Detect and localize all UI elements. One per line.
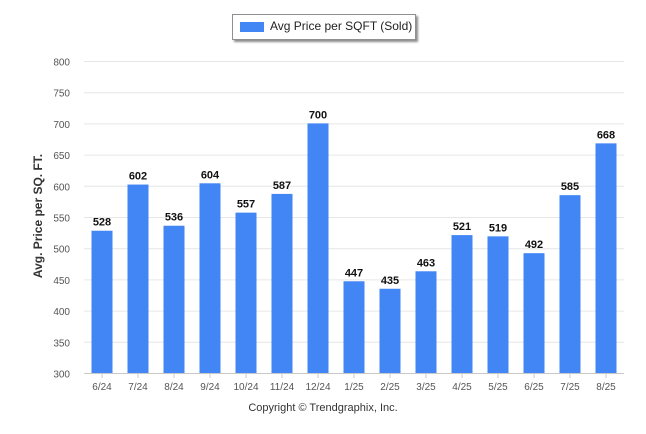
- chart-legend: Avg Price per SQFT (Sold): [232, 14, 416, 40]
- x-tick-label: 8/25: [596, 382, 616, 393]
- bar: [415, 271, 437, 373]
- bar: [595, 143, 617, 373]
- bar: [523, 253, 545, 373]
- bar-value-label: 557: [237, 199, 255, 211]
- bar-value-label: 536: [165, 212, 183, 224]
- bar: [127, 184, 149, 373]
- y-tick-label: 600: [53, 182, 70, 193]
- y-tick-label: 450: [53, 276, 70, 287]
- bar-value-label: 492: [525, 239, 543, 251]
- bar: [451, 235, 473, 373]
- x-tick-label: 9/24: [200, 382, 220, 393]
- y-tick-label: 750: [53, 89, 70, 100]
- x-tick-label: 4/25: [452, 382, 472, 393]
- x-tick-label: 11/24: [270, 382, 295, 393]
- bar-value-label: 585: [561, 181, 579, 193]
- bar-value-label: 587: [273, 180, 291, 192]
- y-tick-label: 800: [53, 58, 70, 69]
- x-tick-label: 2/25: [380, 382, 400, 393]
- bar: [163, 225, 185, 373]
- x-tick-label: 6/24: [92, 382, 112, 393]
- y-tick-label: 300: [53, 370, 70, 381]
- bar-value-label: 447: [345, 267, 363, 279]
- copyright-footer: Copyright © Trendgraphix, Inc.: [248, 402, 398, 414]
- y-tick-label: 700: [53, 120, 70, 131]
- bar: [487, 236, 509, 373]
- legend-label: Avg Price per SQFT (Sold): [270, 19, 413, 33]
- bar-value-label: 519: [489, 222, 507, 234]
- x-tick-label: 7/25: [560, 382, 580, 393]
- bar: [379, 288, 401, 373]
- bar-value-label: 463: [417, 257, 435, 269]
- y-axis-label: Avg. Price per SQ. FT.: [31, 153, 45, 279]
- x-tick-label: 5/25: [488, 382, 508, 393]
- x-tick-label: 3/25: [416, 382, 436, 393]
- x-tick-label: 12/24: [305, 382, 330, 393]
- bar: [343, 281, 365, 373]
- x-tick-label: 10/24: [233, 382, 258, 393]
- y-tick-label: 550: [53, 214, 70, 225]
- bar-value-label: 521: [453, 221, 471, 233]
- bar: [199, 183, 221, 373]
- x-tick-label: 6/25: [524, 382, 544, 393]
- y-tick-label: 400: [53, 307, 70, 318]
- bar: [307, 123, 329, 374]
- bar-value-label: 528: [93, 217, 111, 229]
- bar: [235, 212, 257, 373]
- bar: [91, 230, 113, 373]
- bar-value-label: 700: [309, 109, 327, 121]
- bar: [559, 195, 581, 373]
- bar-value-label: 435: [381, 275, 399, 287]
- y-tick-label: 350: [53, 338, 70, 349]
- bar-value-label: 668: [597, 129, 615, 141]
- x-tick-label: 8/24: [164, 382, 184, 393]
- bar-value-label: 602: [129, 171, 147, 183]
- legend-swatch: [240, 22, 264, 32]
- bar-value-label: 604: [201, 169, 220, 181]
- x-tick-label: 7/24: [128, 382, 148, 393]
- bar: [271, 193, 293, 373]
- y-tick-label: 500: [53, 245, 70, 256]
- y-tick-label: 650: [53, 151, 70, 162]
- x-tick-label: 1/25: [344, 382, 364, 393]
